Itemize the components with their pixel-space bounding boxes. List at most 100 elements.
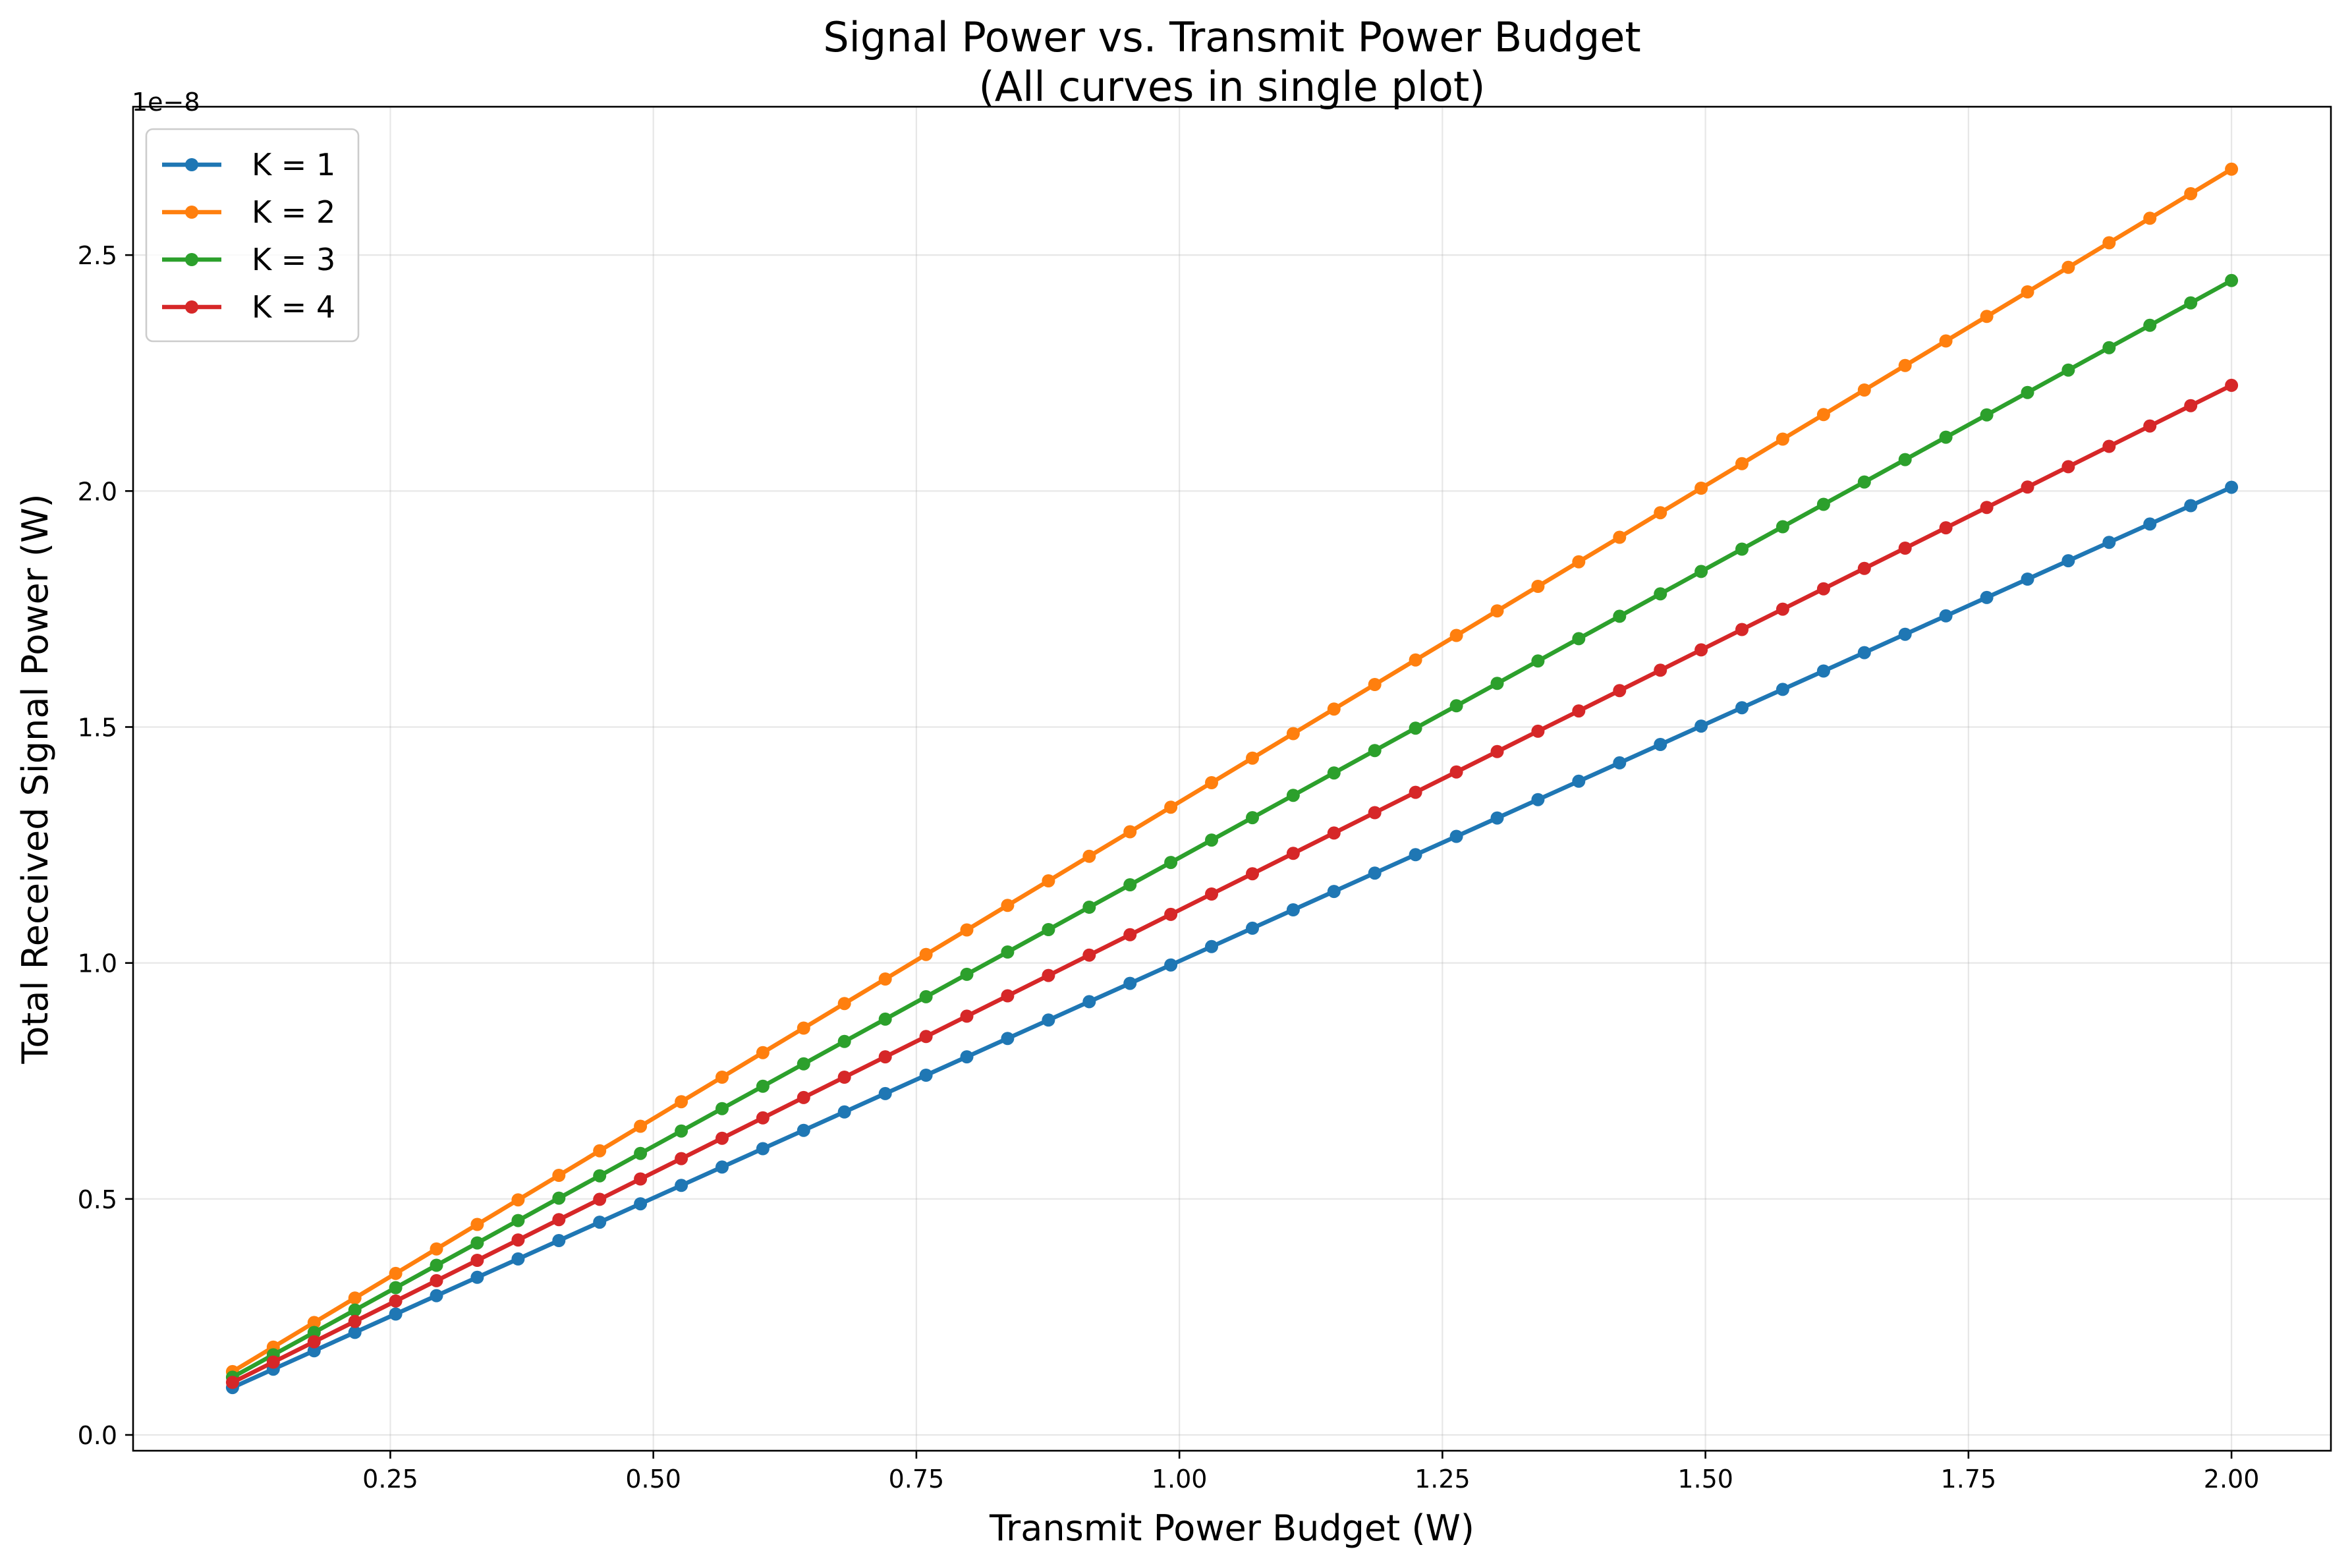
legend-item: K = 3 [162, 242, 335, 277]
data-point [1857, 383, 1871, 397]
data-point [878, 1086, 892, 1100]
data-point [1164, 907, 1178, 921]
data-point [1898, 627, 1912, 641]
data-point [878, 1050, 892, 1064]
data-point [675, 1179, 688, 1192]
legend-marker [185, 158, 198, 171]
data-point [1816, 408, 1830, 422]
data-point [511, 1214, 525, 1227]
data-point [2102, 341, 2116, 354]
data-point [1001, 1032, 1015, 1046]
data-point [1001, 945, 1015, 959]
legend-item: K = 2 [162, 194, 335, 230]
data-point [715, 1102, 729, 1115]
legend-label: K = 2 [252, 194, 335, 230]
data-point [1042, 923, 1055, 936]
legend-frame [145, 128, 360, 343]
data-point [1246, 811, 1259, 825]
legend-marker [185, 253, 198, 266]
data-point [1286, 727, 1300, 741]
data-point [1572, 632, 1586, 646]
series-4 [225, 378, 2239, 1389]
data-point [919, 990, 933, 1003]
data-point [1082, 849, 1096, 863]
data-point [1449, 829, 1463, 843]
x-axis-label: Transmit Power Budget (W) [989, 1507, 1474, 1549]
data-point [919, 947, 933, 961]
data-point [2021, 573, 2034, 586]
series-line [230, 383, 2234, 1385]
y-tick-label: 0.0 [78, 1421, 117, 1450]
data-point [2061, 363, 2075, 377]
data-point [1409, 848, 1422, 862]
data-point [2021, 480, 2034, 494]
data-point [1286, 903, 1300, 916]
data-point [1898, 453, 1912, 466]
data-point [1654, 587, 1667, 601]
data-point [634, 1146, 648, 1160]
data-point [1246, 921, 1259, 935]
data-point [1776, 602, 1789, 616]
data-point [675, 1152, 688, 1165]
data-point [1694, 719, 1708, 733]
data-point [1531, 654, 1545, 668]
data-point [2021, 285, 2034, 298]
data-point [389, 1266, 403, 1280]
data-point [2102, 536, 2116, 549]
data-point [2225, 273, 2239, 287]
data-point [837, 1105, 851, 1119]
data-point [797, 1090, 810, 1104]
x-axis-ticks: 0.25 0.50 0.75 1.00 1.25 1.50 1.75 2.00 [362, 1451, 2259, 1494]
data-point [2143, 517, 2157, 531]
data-point [593, 1216, 607, 1229]
series-line [230, 167, 2234, 1374]
data-point [1613, 756, 1627, 770]
data-point [1490, 811, 1504, 825]
data-point [1816, 664, 1830, 678]
data-point [2102, 236, 2116, 250]
data-point [756, 1142, 770, 1156]
data-point [715, 1071, 729, 1084]
data-point [511, 1233, 525, 1247]
data-point [715, 1160, 729, 1174]
data-point [1776, 683, 1789, 696]
legend-label: K = 1 [252, 147, 335, 182]
data-point [1572, 555, 1586, 569]
data-point [593, 1144, 607, 1158]
x-tick-label: 1.25 [1414, 1465, 1470, 1494]
data-point [1735, 542, 1749, 556]
data-point [2225, 162, 2239, 176]
data-point [2225, 480, 2239, 494]
data-point [1164, 800, 1178, 814]
data-point [1001, 989, 1015, 1003]
data-point [2061, 554, 2075, 568]
series-line [230, 485, 2234, 1390]
data-point [1735, 701, 1749, 715]
data-point [1286, 847, 1300, 860]
data-point [1939, 430, 1953, 444]
data-point [1613, 609, 1627, 623]
data-point [1368, 806, 1382, 820]
data-point [430, 1258, 443, 1272]
data-point [1164, 856, 1178, 870]
data-point [2061, 260, 2075, 274]
y-tick-label: 1.5 [78, 713, 117, 742]
data-point [1531, 724, 1545, 738]
series-3 [225, 273, 2239, 1384]
y-tick-label: 1.0 [78, 949, 117, 978]
data-point [919, 1069, 933, 1082]
data-point [1531, 793, 1545, 806]
data-point [634, 1172, 648, 1186]
data-point [919, 1030, 933, 1044]
y-tick-label: 2.5 [78, 241, 117, 270]
data-point [1490, 744, 1504, 758]
data-point [2184, 399, 2198, 412]
data-point [1246, 751, 1259, 765]
data-point [430, 1289, 443, 1302]
legend-item: K = 4 [162, 289, 335, 325]
data-point [2021, 385, 2034, 399]
data-point [2225, 378, 2239, 392]
data-point [2143, 318, 2157, 332]
data-point [1409, 785, 1422, 799]
